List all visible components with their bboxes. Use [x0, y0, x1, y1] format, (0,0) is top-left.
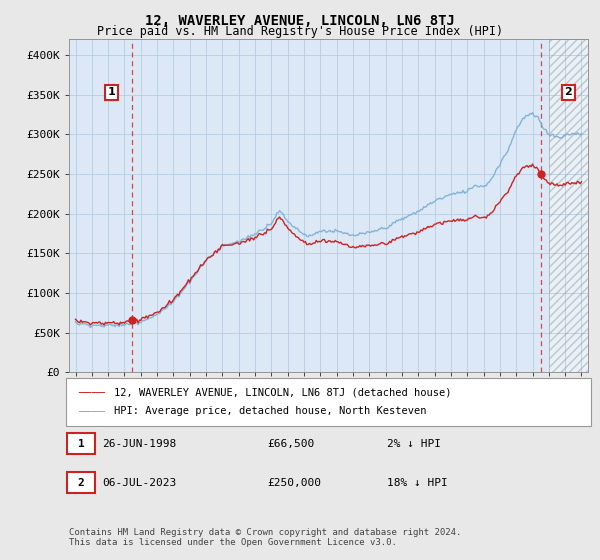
Text: 1: 1 [107, 87, 115, 97]
Text: £250,000: £250,000 [267, 478, 321, 488]
Text: 26-JUN-1998: 26-JUN-1998 [102, 438, 176, 449]
Text: ────: ──── [78, 388, 105, 398]
Text: 12, WAVERLEY AVENUE, LINCOLN, LN6 8TJ: 12, WAVERLEY AVENUE, LINCOLN, LN6 8TJ [145, 14, 455, 28]
Text: ────: ──── [78, 406, 105, 416]
Bar [549, 39, 588, 372]
Text: 2: 2 [77, 478, 85, 488]
Text: HPI: Average price, detached house, North Kesteven: HPI: Average price, detached house, Nort… [114, 406, 427, 416]
Text: 06-JUL-2023: 06-JUL-2023 [102, 478, 176, 488]
Text: 2% ↓ HPI: 2% ↓ HPI [387, 438, 441, 449]
Text: Contains HM Land Registry data © Crown copyright and database right 2024.
This d: Contains HM Land Registry data © Crown c… [69, 528, 461, 547]
Text: £66,500: £66,500 [267, 438, 314, 449]
Bar [549, 39, 588, 372]
Text: 1: 1 [77, 438, 85, 449]
Text: Price paid vs. HM Land Registry's House Price Index (HPI): Price paid vs. HM Land Registry's House … [97, 25, 503, 38]
Text: 2: 2 [565, 87, 572, 97]
Text: 12, WAVERLEY AVENUE, LINCOLN, LN6 8TJ (detached house): 12, WAVERLEY AVENUE, LINCOLN, LN6 8TJ (d… [114, 388, 452, 398]
Bar [549, 39, 588, 372]
Text: 18% ↓ HPI: 18% ↓ HPI [387, 478, 448, 488]
